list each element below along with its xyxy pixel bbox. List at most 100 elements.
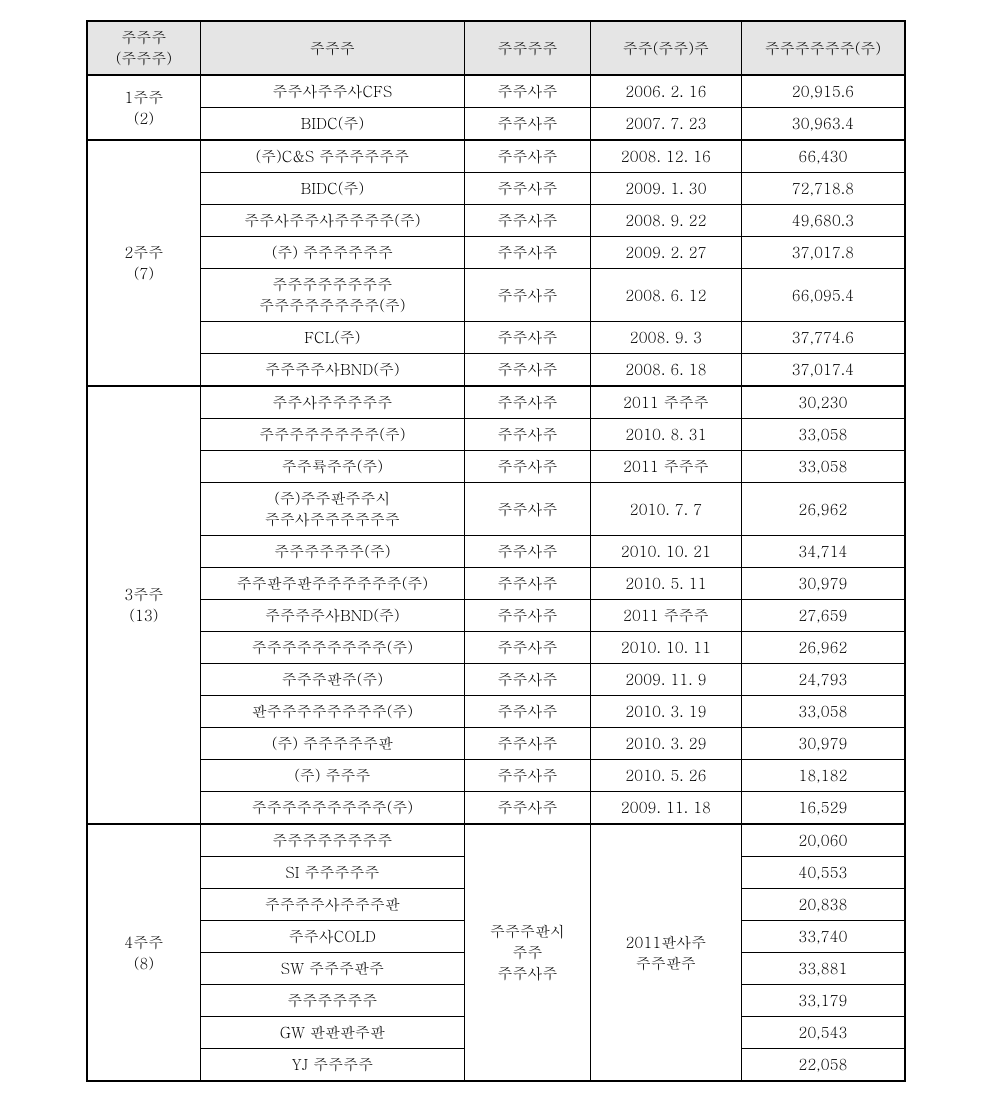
table-row: FCL(주)주주사주2008. 9. 337,774.6 [87, 322, 905, 354]
cell-value: 16,529 [741, 792, 905, 825]
table-row: 주주주주주주주주주(주)주주사주2009. 11. 1816,529 [87, 792, 905, 825]
header-col5: 주주주주주주(주) [741, 21, 905, 75]
cell-date: 2011 주주주 [590, 600, 741, 632]
cell-name: 주주주주주주주주(주) [200, 419, 464, 451]
cell-name: 주주륙주주(주) [200, 451, 464, 483]
cell-type: 주주사주 [465, 75, 591, 108]
cell-name: (주) 주주주주주주 [200, 237, 464, 269]
table-row: 2주주(7)(주)C&S 주주주주주주주주사주2008. 12. 1666,43… [87, 140, 905, 173]
cell-date: 2008. 6. 18 [590, 354, 741, 387]
cell-type: 주주사주 [465, 173, 591, 205]
header-row: 주주주 (주주주) 주주주 주주주주 주주(주주)주 주주주주주주(주) [87, 21, 905, 75]
table-row: 주주주주사BND(주)주주사주2008. 6. 1837,017.4 [87, 354, 905, 387]
cell-type: 주주사주 [465, 386, 591, 419]
group-label: 2주주(7) [87, 140, 200, 386]
table-row: 주주주주주주주주주주주주주주주주(주)주주사주2008. 6. 1266,095… [87, 269, 905, 322]
header-col1: 주주주 (주주주) [87, 21, 200, 75]
table-row: 주주륙주주(주)주주사주2011 주주주33,058 [87, 451, 905, 483]
cell-type: 주주사주 [465, 483, 591, 536]
cell-name: GW 판판판주판 [200, 1017, 464, 1049]
cell-date: 2009. 11. 18 [590, 792, 741, 825]
group-label: 1주주(2) [87, 75, 200, 140]
cell-name: 주주주주주주주주주(주) [200, 792, 464, 825]
cell-name: SI 주주주주주 [200, 857, 464, 889]
cell-name: 주주주주주주주주 [200, 824, 464, 857]
cell-name: 주주사COLD [200, 921, 464, 953]
cell-type: 주주사주 [465, 600, 591, 632]
cell-value: 37,774.6 [741, 322, 905, 354]
cell-value: 33,058 [741, 451, 905, 483]
cell-type: 주주사주 [465, 322, 591, 354]
cell-value: 20,543 [741, 1017, 905, 1049]
cell-date: 2010. 10. 11 [590, 632, 741, 664]
cell-name: 주주주주사주주주판 [200, 889, 464, 921]
cell-name: BIDC(주) [200, 173, 464, 205]
cell-date: 2006. 2. 16 [590, 75, 741, 108]
cell-value: 30,230 [741, 386, 905, 419]
table-row: 주주주주주주주주주(주)주주사주2010. 10. 1126,962 [87, 632, 905, 664]
cell-name: SW 주주주판주 [200, 953, 464, 985]
table-row: 3주주(13)주주사주주주주주주주사주2011 주주주30,230 [87, 386, 905, 419]
cell-value: 66,430 [741, 140, 905, 173]
group-label: 3주주(13) [87, 386, 200, 824]
cell-name: 주주주주사BND(주) [200, 354, 464, 387]
cell-date: 2008. 9. 22 [590, 205, 741, 237]
cell-value: 33,058 [741, 696, 905, 728]
cell-value: 37,017.8 [741, 237, 905, 269]
cell-name: BIDC(주) [200, 108, 464, 141]
cell-name: 주주사주주사CFS [200, 75, 464, 108]
table-body: 1주주(2)주주사주주사CFS주주사주2006. 2. 1620,915.6BI… [87, 75, 905, 1081]
cell-type: 주주사주 [465, 354, 591, 387]
cell-name: (주) 주주주 [200, 760, 464, 792]
cell-type: 주주주판시주주주주사주 [465, 824, 591, 1081]
cell-name: YJ 주주주주 [200, 1049, 464, 1082]
cell-value: 27,659 [741, 600, 905, 632]
table-row: 주주판주판주주주주주주(주)주주사주2010. 5. 1130,979 [87, 568, 905, 600]
cell-name: 주주주주사BND(주) [200, 600, 464, 632]
table-row: BIDC(주)주주사주2009. 1. 3072,718.8 [87, 173, 905, 205]
table-row: 주주주판주(주)주주사주2009. 11. 924,793 [87, 664, 905, 696]
cell-value: 72,718.8 [741, 173, 905, 205]
table-row: 주주사주주사주주주주(주)주주사주2008. 9. 2249,680.3 [87, 205, 905, 237]
cell-date: 2010. 10. 21 [590, 536, 741, 568]
cell-value: 20,915.6 [741, 75, 905, 108]
cell-date: 2009. 2. 27 [590, 237, 741, 269]
cell-value: 30,979 [741, 728, 905, 760]
cell-type: 주주사주 [465, 632, 591, 664]
cell-type: 주주사주 [465, 792, 591, 825]
table-row: 4주주(8)주주주주주주주주주주주판시주주주주사주2011판사주주주판주20,0… [87, 824, 905, 857]
cell-name: (주)C&S 주주주주주주 [200, 140, 464, 173]
cell-date: 2011 주주주 [590, 386, 741, 419]
cell-type: 주주사주 [465, 760, 591, 792]
cell-type: 주주사주 [465, 664, 591, 696]
group-label: 4주주(8) [87, 824, 200, 1081]
cell-value: 20,838 [741, 889, 905, 921]
cell-date: 2011판사주주주판주 [590, 824, 741, 1081]
cell-date: 2011 주주주 [590, 451, 741, 483]
cell-name: 주주주주주주주주주주주주주주주주(주) [200, 269, 464, 322]
cell-type: 주주사주 [465, 205, 591, 237]
cell-type: 주주사주 [465, 568, 591, 600]
cell-value: 33,881 [741, 953, 905, 985]
header-col3: 주주주주 [465, 21, 591, 75]
header-col2: 주주주 [200, 21, 464, 75]
cell-value: 33,740 [741, 921, 905, 953]
cell-name: 주주사주주주주주 [200, 386, 464, 419]
cell-value: 30,963.4 [741, 108, 905, 141]
cell-value: 18,182 [741, 760, 905, 792]
cell-value: 33,058 [741, 419, 905, 451]
cell-name: FCL(주) [200, 322, 464, 354]
table-row: (주)주주판주주시주주사주주주주주주주주사주2010. 7. 726,962 [87, 483, 905, 536]
cell-name: (주)주주판주주시주주사주주주주주주 [200, 483, 464, 536]
cell-value: 24,793 [741, 664, 905, 696]
header-text: 주주주 [121, 27, 166, 48]
cell-name: 주주주주주주 [200, 985, 464, 1017]
cell-type: 주주사주 [465, 451, 591, 483]
cell-name: (주) 주주주주주판 [200, 728, 464, 760]
cell-value: 33,179 [741, 985, 905, 1017]
cell-date: 2008. 6. 12 [590, 269, 741, 322]
cell-type: 주주사주 [465, 269, 591, 322]
table-row: 주주주주사BND(주)주주사주2011 주주주27,659 [87, 600, 905, 632]
cell-name: 판주주주주주주주주(주) [200, 696, 464, 728]
cell-type: 주주사주 [465, 536, 591, 568]
